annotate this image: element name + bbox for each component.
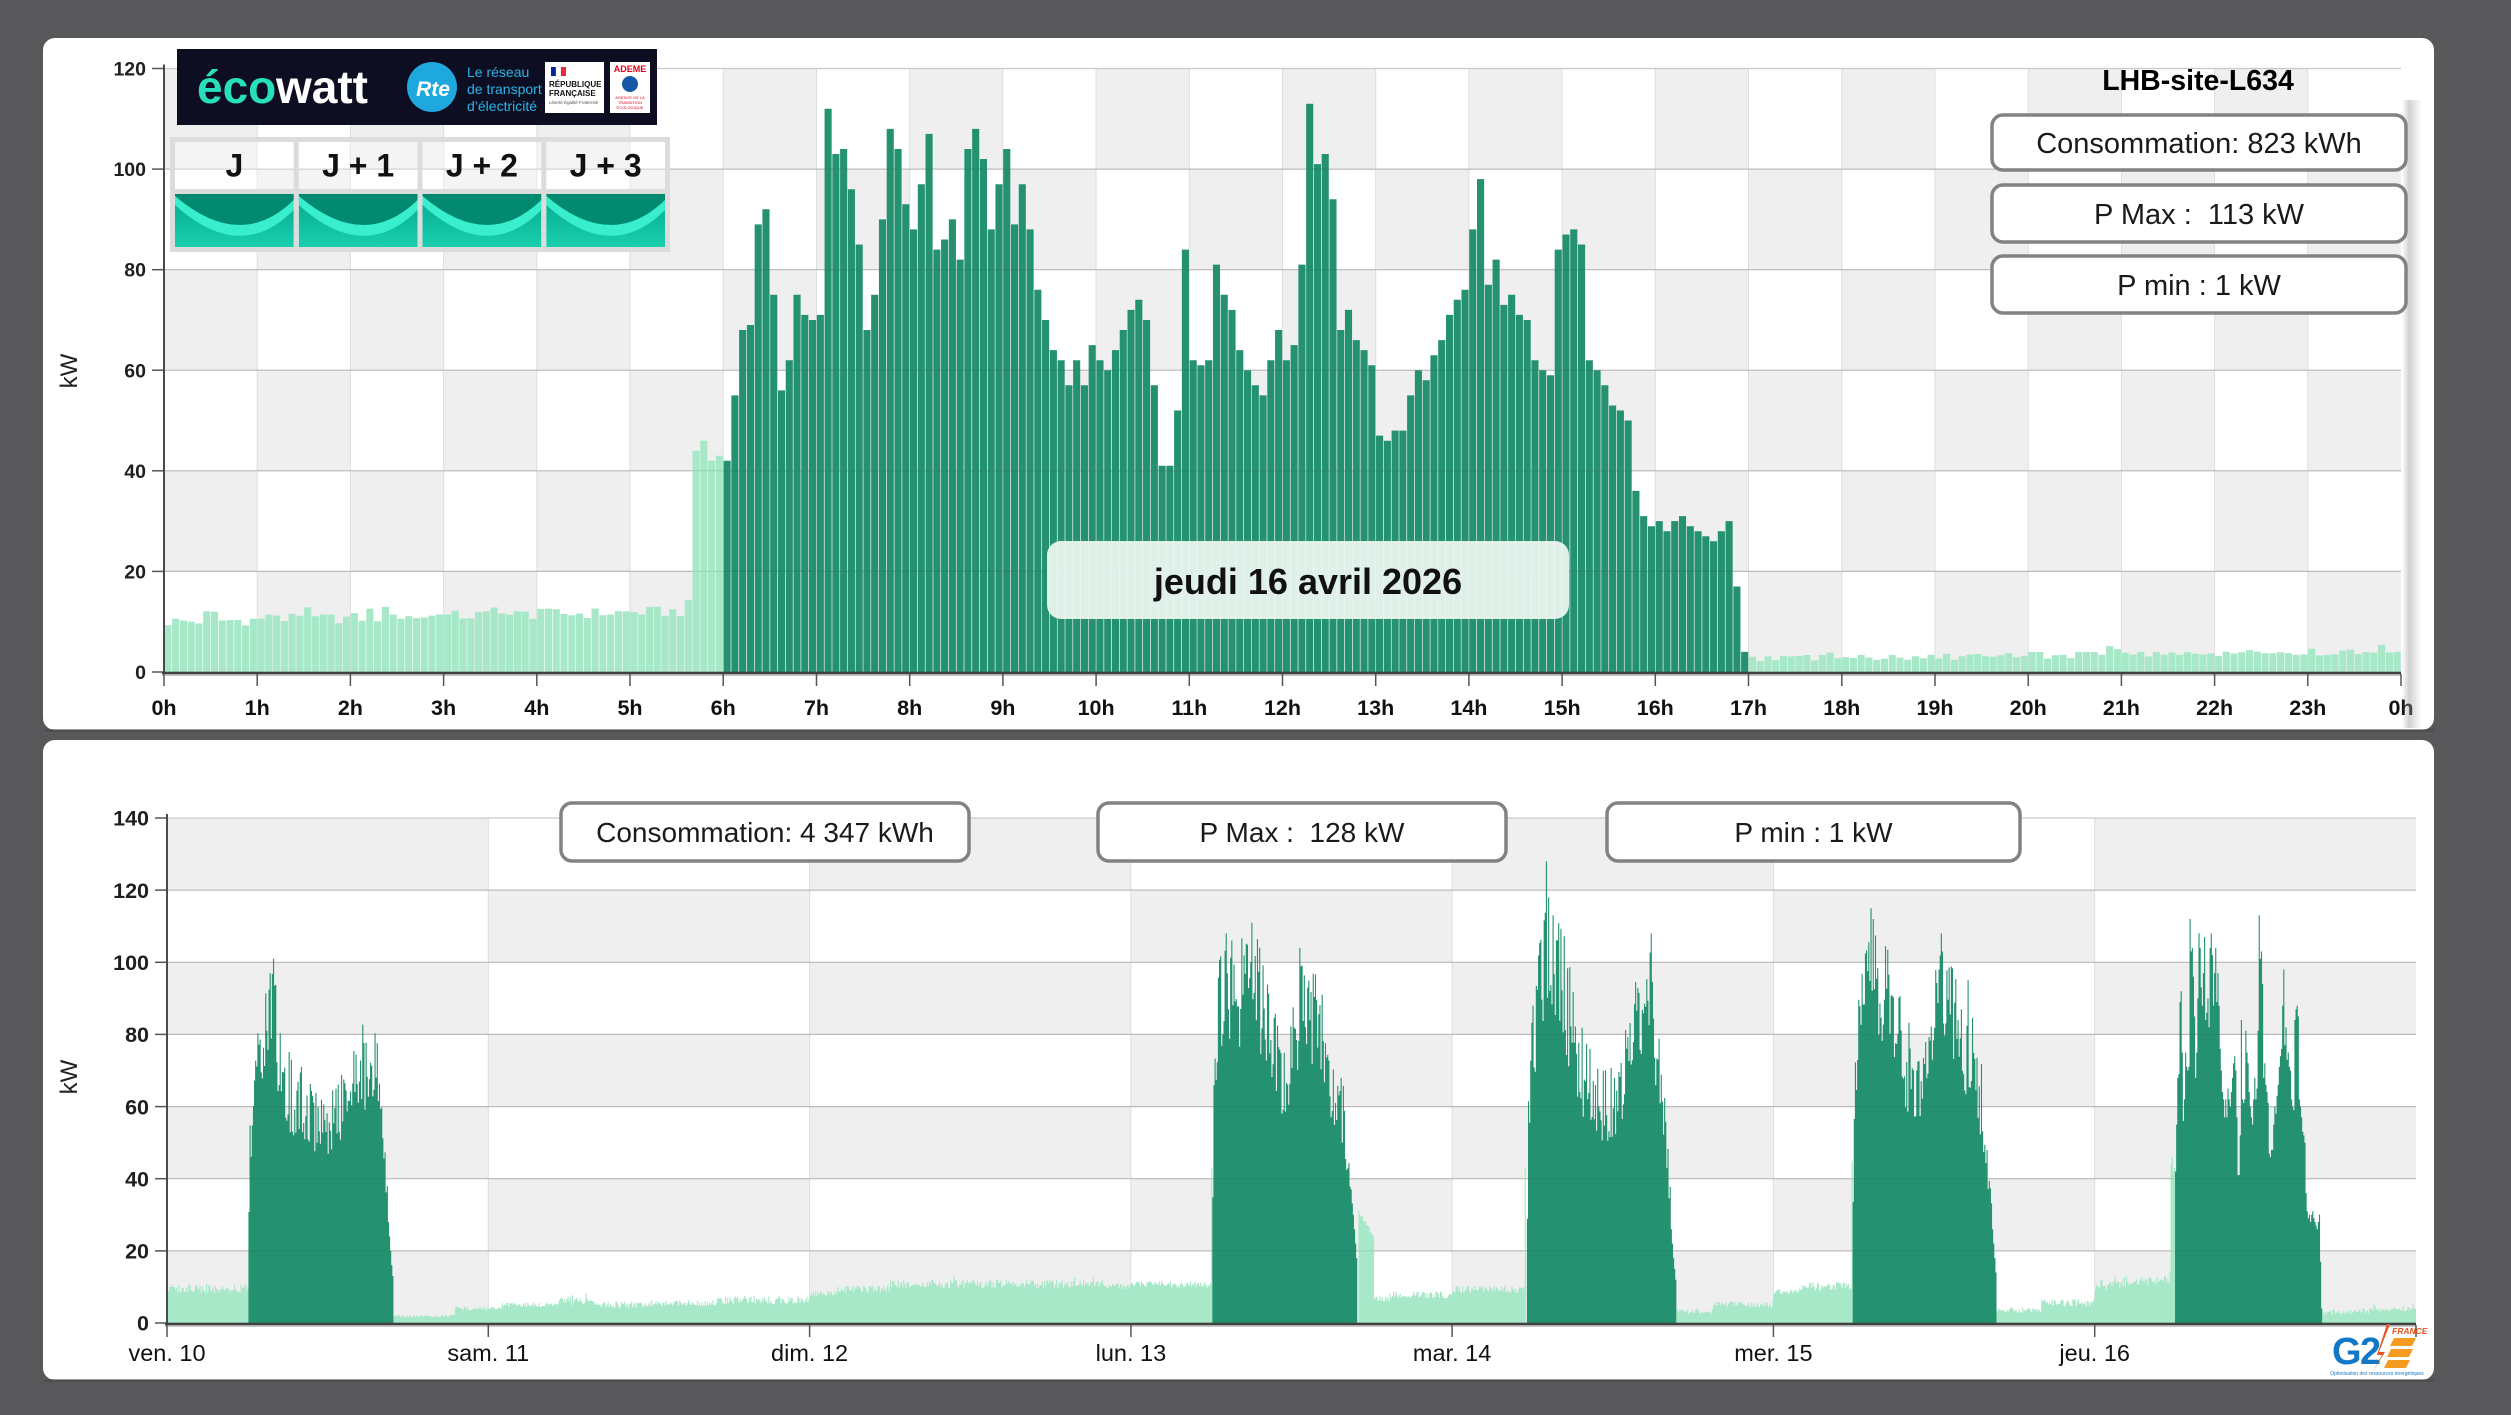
svg-text:FRANCE: FRANCE: [2392, 1326, 2428, 1336]
svg-text:P min : 1 kW: P min : 1 kW: [1734, 817, 1893, 848]
svg-text:P min : 1 kW: P min : 1 kW: [2117, 270, 2281, 302]
svg-text:mar. 14: mar. 14: [1413, 1340, 1491, 1366]
svg-text:jeu. 16: jeu. 16: [2058, 1340, 2130, 1366]
svg-text:Rte: Rte: [416, 78, 450, 101]
svg-text:2h: 2h: [338, 696, 363, 720]
svg-text:15h: 15h: [1544, 696, 1581, 720]
svg-text:80: 80: [124, 260, 146, 282]
svg-text:120: 120: [113, 59, 146, 81]
svg-text:17h: 17h: [1730, 696, 1767, 720]
svg-text:13h: 13h: [1357, 696, 1394, 720]
svg-text:éco: éco: [197, 61, 276, 113]
svg-text:ÉCOLOGIQUE: ÉCOLOGIQUE: [617, 105, 644, 110]
svg-text:ADEME: ADEME: [614, 64, 647, 74]
svg-text:J: J: [226, 148, 244, 184]
svg-text:1h: 1h: [245, 696, 270, 720]
svg-text:20h: 20h: [2010, 696, 2047, 720]
svg-text:mer. 15: mer. 15: [1734, 1340, 1812, 1366]
svg-text:16h: 16h: [1637, 696, 1674, 720]
svg-text:14h: 14h: [1450, 696, 1487, 720]
svg-text:21h: 21h: [2103, 696, 2140, 720]
svg-text:6h: 6h: [711, 696, 736, 720]
svg-text:7h: 7h: [804, 696, 829, 720]
svg-text:AGENCE DE LA: AGENCE DE LA: [615, 95, 645, 100]
svg-text:22h: 22h: [2196, 696, 2233, 720]
svg-text:watt: watt: [275, 61, 368, 113]
svg-text:20: 20: [124, 561, 146, 583]
svg-text:9h: 9h: [990, 696, 1015, 720]
svg-text:Le réseau: Le réseau: [467, 64, 529, 80]
svg-text:23h: 23h: [2289, 696, 2326, 720]
svg-text:d’électricité: d’électricité: [467, 98, 537, 114]
svg-text:de transport: de transport: [467, 81, 542, 97]
svg-text:12h: 12h: [1264, 696, 1301, 720]
svg-text:60: 60: [124, 360, 146, 382]
svg-text:LHB-site-L634: LHB-site-L634: [2102, 65, 2294, 97]
svg-text:Consommation: 823 kWh: Consommation: 823 kWh: [2036, 128, 2362, 160]
svg-text:11h: 11h: [1171, 696, 1207, 720]
svg-text:8h: 8h: [897, 696, 922, 720]
svg-text:19h: 19h: [1916, 696, 1953, 720]
svg-text:ven. 10: ven. 10: [128, 1340, 205, 1366]
svg-text:5h: 5h: [617, 696, 642, 720]
svg-text:dim. 12: dim. 12: [771, 1340, 848, 1366]
svg-text:kW: kW: [56, 1059, 83, 1094]
svg-text:4h: 4h: [524, 696, 549, 720]
svg-text:100: 100: [113, 159, 146, 181]
svg-text:FRANÇAISE: FRANÇAISE: [549, 89, 596, 98]
svg-text:60: 60: [125, 1095, 149, 1119]
svg-text:J + 3: J + 3: [570, 148, 642, 184]
svg-text:Optimisation des ressources én: Optimisation des ressources énergétiques: [2330, 1371, 2424, 1377]
svg-text:sam. 11: sam. 11: [447, 1340, 529, 1366]
svg-text:J + 1: J + 1: [322, 148, 394, 184]
svg-text:Liberté Égalité Fraternité: Liberté Égalité Fraternité: [549, 99, 599, 105]
svg-text:10h: 10h: [1078, 696, 1115, 720]
svg-text:40: 40: [124, 461, 146, 483]
svg-text:0: 0: [135, 662, 146, 684]
svg-text:18h: 18h: [1823, 696, 1860, 720]
svg-text:P Max : 128 kW: P Max : 128 kW: [1200, 817, 1405, 848]
svg-text:P Max : 113 kW: P Max : 113 kW: [2094, 199, 2305, 231]
svg-text:140: 140: [113, 807, 149, 831]
svg-text:G2: G2: [2332, 1331, 2380, 1373]
svg-text:J + 2: J + 2: [446, 148, 518, 184]
svg-text:80: 80: [125, 1023, 149, 1047]
svg-text:20: 20: [125, 1240, 149, 1264]
svg-text:100: 100: [113, 951, 149, 975]
svg-text:lun. 13: lun. 13: [1096, 1340, 1167, 1366]
svg-text:Consommation: 4 347 kWh: Consommation: 4 347 kWh: [596, 817, 934, 848]
svg-text:TRANSITION: TRANSITION: [618, 100, 642, 105]
svg-text:RÉPUBLIQUE: RÉPUBLIQUE: [549, 80, 602, 89]
svg-text:0h: 0h: [151, 696, 176, 720]
svg-text:120: 120: [113, 879, 149, 903]
svg-text:jeudi 16 avril 2026: jeudi 16 avril 2026: [1153, 561, 1462, 602]
svg-text:3h: 3h: [431, 696, 456, 720]
svg-text:40: 40: [125, 1168, 149, 1192]
svg-text:0: 0: [137, 1312, 149, 1336]
svg-text:kW: kW: [56, 353, 83, 388]
